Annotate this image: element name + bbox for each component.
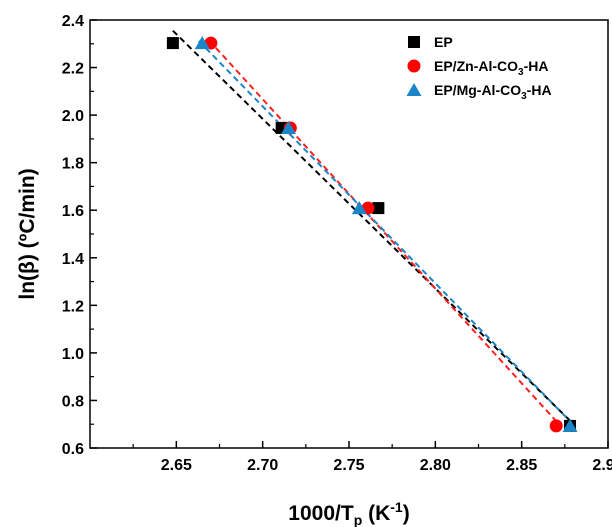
y-tick-label: 1.8 — [62, 156, 84, 173]
x-axis-title: 1000/Tp (K-1) — [288, 499, 409, 527]
x-tick-label: 2.65 — [161, 457, 192, 474]
x-tick-label: 2.80 — [420, 457, 451, 474]
y-tick-label: 2.0 — [62, 108, 84, 125]
axis-ticks: 2.65 2.70 2.75 2.80 2.85 2.90 0.6 0.8 1.0 1.2 1.4 1… — [62, 13, 612, 474]
data-point — [351, 201, 367, 215]
legend-label-sub: 3 — [518, 67, 524, 78]
legend-label-part: -HA — [527, 82, 552, 98]
data-points — [166, 36, 578, 433]
x-tick-label: 2.90 — [592, 457, 612, 474]
data-point — [166, 37, 179, 50]
y-tick-label: 1.6 — [62, 203, 84, 220]
fit-line — [208, 39, 559, 424]
y-axis-title: ln(β) (ºC/min) — [16, 168, 39, 299]
y-tick-label: 1.2 — [62, 298, 84, 315]
legend-marker — [406, 83, 422, 96]
x-axis-title-unit-open: (K — [362, 502, 390, 525]
fit-line — [198, 40, 573, 424]
y-tick-label: 2.2 — [62, 61, 84, 78]
legend-marker — [407, 59, 421, 73]
x-tick-label: 2.70 — [247, 457, 278, 474]
legend-marker — [408, 36, 420, 48]
y-tick-label: 2.4 — [62, 13, 84, 30]
y-tick-label: 0.8 — [62, 393, 84, 410]
legend-label: EP — [434, 34, 453, 50]
fit-lines — [172, 29, 573, 424]
data-point — [562, 418, 578, 432]
legend-label-sub: 3 — [521, 91, 527, 102]
legend-label: EP/Mg-Al-CO3-HA — [434, 82, 552, 102]
legend-label-part: EP/Zn-Al-CO — [434, 58, 518, 74]
data-point — [549, 419, 563, 433]
data-point — [281, 120, 297, 134]
y-tick-label: 1.4 — [62, 251, 84, 268]
x-axis-title-unit-sup: -1 — [390, 499, 403, 515]
data-point — [194, 36, 210, 50]
x-tick-label: 2.75 — [333, 457, 364, 474]
fit-line — [172, 29, 571, 422]
x-axis-title-main: 1000/T — [288, 502, 354, 525]
x-axis-title-unit-close: ) — [403, 502, 410, 525]
x-axis-title-sub: p — [354, 512, 363, 527]
legend-label: EP/Zn-Al-CO3-HA — [434, 58, 548, 78]
legend-label-part: EP/Mg-Al-CO — [434, 82, 521, 98]
y-tick-label: 0.6 — [62, 441, 84, 458]
x-tick-label: 2.85 — [506, 457, 537, 474]
y-tick-label: 1.0 — [62, 346, 84, 363]
legend-label-part: -HA — [524, 58, 549, 74]
data-point — [372, 202, 385, 215]
